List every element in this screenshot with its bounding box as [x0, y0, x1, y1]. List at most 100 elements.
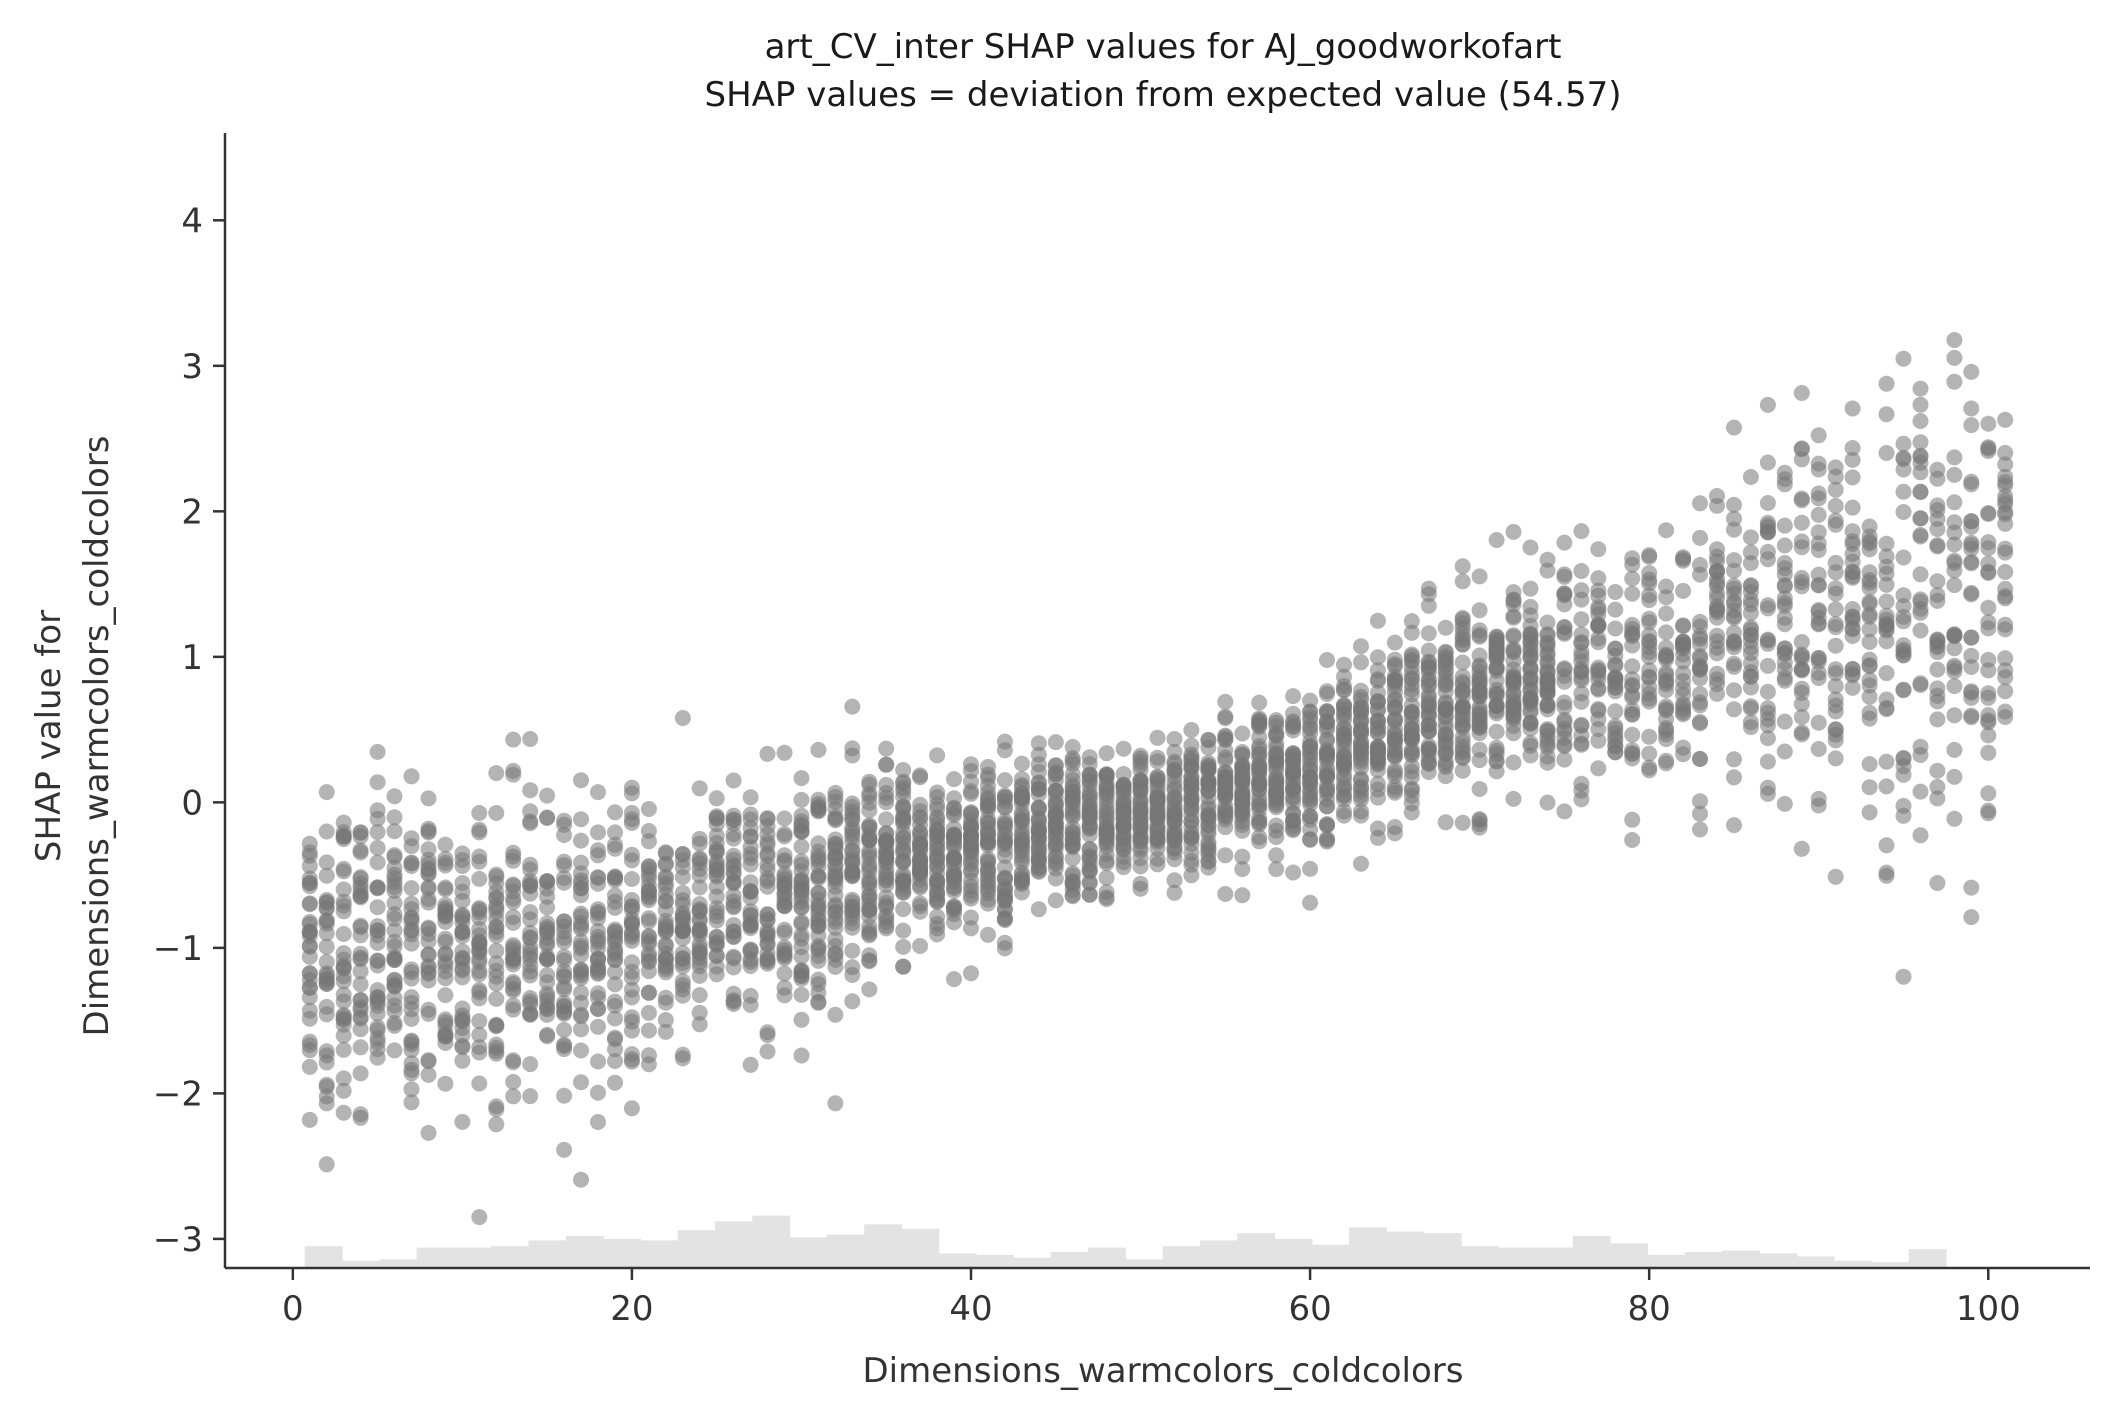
scatter-point [1505, 627, 1522, 644]
scatter-point [352, 869, 369, 886]
scatter-point [556, 857, 573, 874]
scatter-point [318, 915, 335, 932]
scatter-point [488, 897, 505, 914]
scatter-point [369, 879, 386, 896]
scatter-point [1658, 711, 1675, 728]
scatter-point [1980, 744, 1997, 761]
scatter-point [369, 952, 386, 969]
scatter-point [793, 838, 810, 855]
scatter-point [1692, 821, 1708, 838]
scatter-point [1861, 658, 1878, 675]
scatter-point [1912, 434, 1929, 451]
scatter-point [1522, 649, 1539, 666]
scatter-point [1759, 753, 1776, 770]
histogram-bar [1610, 1243, 1649, 1268]
scatter-point [1793, 634, 1810, 650]
scatter-point [607, 964, 623, 980]
scatter-point [1386, 690, 1403, 707]
scatter-point [318, 1095, 335, 1112]
histogram-bar [1498, 1247, 1537, 1268]
scatter-point [1759, 551, 1776, 568]
histogram-bar [1834, 1260, 1872, 1268]
scatter-point [844, 959, 861, 976]
scatter-point [810, 993, 827, 1010]
scatter-point [1692, 751, 1708, 767]
histogram-bar [715, 1221, 753, 1268]
scatter-point [505, 939, 522, 956]
scatter-point [861, 981, 878, 998]
histogram-bar [1088, 1247, 1126, 1268]
scatter-point [691, 967, 708, 984]
scatter-point [946, 800, 962, 817]
scatter-point [929, 891, 946, 908]
scatter-point [1573, 669, 1590, 686]
scatter-point [1844, 666, 1861, 682]
scatter-point [1064, 772, 1081, 788]
scatter-point [1115, 766, 1132, 782]
scatter-point [623, 1009, 640, 1026]
scatter-point [352, 842, 369, 859]
scatter-point [1302, 756, 1319, 773]
scatter-point [1776, 476, 1793, 493]
scatter-point [471, 848, 488, 865]
scatter-point [1810, 602, 1827, 618]
scatter-point [1827, 585, 1844, 602]
scatter-point [1454, 668, 1471, 685]
scatter-point [369, 802, 386, 819]
scatter-point [1980, 443, 1997, 459]
scatter-point [590, 869, 606, 886]
scatter-point [471, 805, 488, 821]
scatter-point [556, 1005, 573, 1022]
scatter-point [1047, 848, 1064, 865]
scatter-point [335, 814, 352, 831]
scatter-point [1827, 619, 1844, 636]
scatter-point [1047, 870, 1064, 887]
scatter-point [1929, 502, 1946, 519]
scatter-point [1946, 552, 1963, 569]
scatter-point [1420, 694, 1437, 711]
scatter-point [1844, 469, 1861, 486]
scatter-point [1742, 583, 1759, 600]
scatter-point [1166, 872, 1183, 889]
scatter-point [1946, 810, 1963, 827]
scatter-point [1912, 447, 1929, 464]
scatter-point [1607, 725, 1624, 742]
scatter-point [1505, 596, 1522, 613]
x-axis-label: Dimensions_warmcolors_coldcolors [863, 1351, 1464, 1391]
scatter-point [1827, 554, 1844, 571]
scatter-point [1030, 735, 1047, 752]
scatter-point [1251, 829, 1268, 846]
scatter-point [1251, 814, 1268, 831]
scatter-point [1590, 587, 1607, 604]
scatter-point [1047, 766, 1064, 783]
scatter-point [674, 1050, 691, 1067]
scatter-point [1353, 725, 1369, 742]
scatter-point [1336, 791, 1352, 808]
scatter-point [1895, 968, 1912, 985]
scatter-point [1895, 483, 1912, 500]
scatter-point [1115, 740, 1132, 757]
scatter-point [1742, 639, 1759, 656]
scatter-point [1946, 678, 1963, 695]
scatter-point [1437, 683, 1454, 700]
scatter-point [1081, 788, 1098, 805]
scatter-point [1759, 495, 1776, 511]
scatter-point [1132, 771, 1149, 788]
scatter-point [776, 826, 793, 842]
scatter-point [403, 1042, 420, 1058]
scatter-point [912, 877, 929, 894]
scatter-point [1793, 696, 1810, 712]
scatter-point [1912, 593, 1929, 610]
scatter-point [505, 883, 522, 900]
scatter-point [556, 812, 573, 829]
scatter-point [556, 1141, 573, 1158]
scatter-point [623, 981, 640, 998]
scatter-point [1217, 731, 1234, 748]
scatter-point [1471, 602, 1488, 619]
scatter-point [420, 865, 437, 882]
scatter-point [403, 989, 420, 1006]
scatter-point [1946, 466, 1963, 483]
scatter-point [335, 1070, 352, 1087]
scatter-point [1709, 639, 1725, 656]
scatter-point [1522, 747, 1539, 764]
